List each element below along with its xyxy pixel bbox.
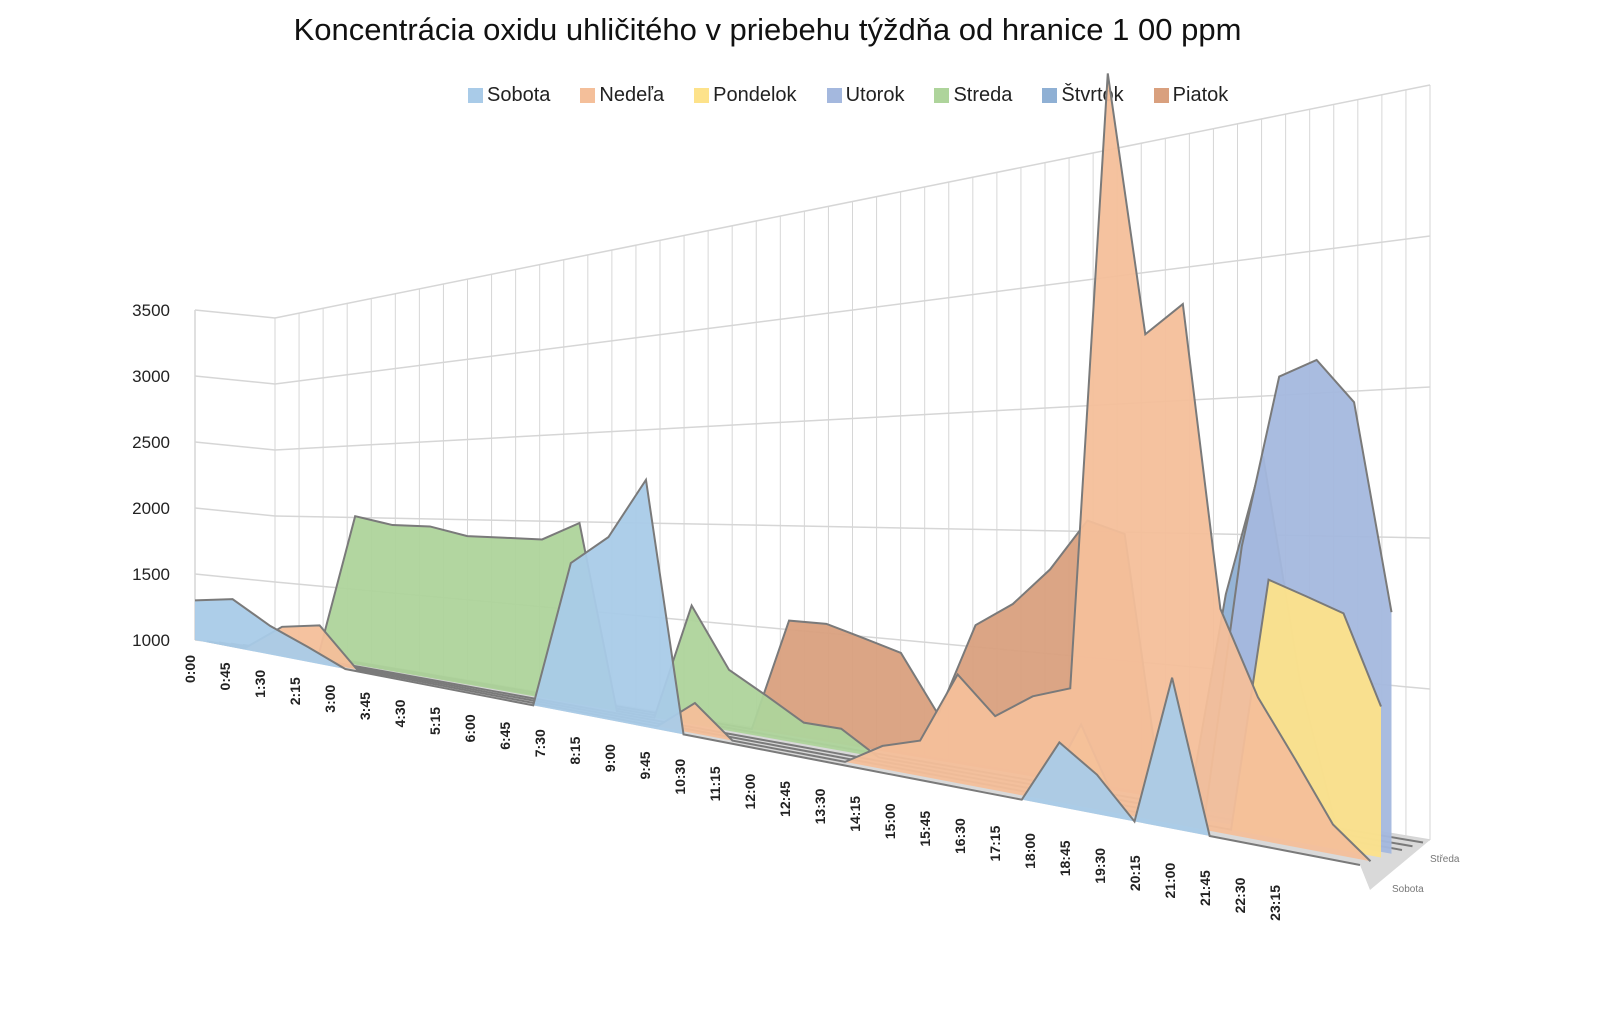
x-tick-label: 9:00	[602, 744, 618, 772]
legend-label: Sobota	[487, 84, 551, 106]
legend-swatch	[468, 88, 483, 103]
legend-label: Utorok	[845, 84, 905, 106]
area-edge-sobota	[194, 477, 1361, 866]
x-tick-label: 12:45	[777, 781, 793, 817]
y-tick-label: 3500	[132, 301, 170, 320]
x-tick-label: 3:00	[322, 684, 338, 712]
x-tick-label: 10:30	[672, 759, 688, 795]
y-tick-label: 2500	[132, 433, 170, 452]
x-tick-label: 11:15	[707, 766, 723, 801]
x-tick-label: 0:00	[182, 655, 198, 683]
area-edge-nedeľa	[206, 73, 1372, 862]
side-gridline	[194, 441, 276, 451]
legend-item: Sobota	[468, 84, 550, 107]
x-tick-label: 20:15	[1127, 855, 1143, 891]
legend-label: Nedeľa	[599, 84, 665, 106]
depth-axis-label: Sobota	[1392, 884, 1424, 895]
x-tick-label: 16:30	[952, 818, 968, 854]
x-tick-label: 23:15	[1267, 885, 1283, 921]
legend-label: Piatok	[1172, 84, 1229, 106]
legend-item: Streda	[934, 84, 1012, 107]
x-tick-label: 14:15	[847, 796, 863, 832]
x-tick-label: 18:45	[1057, 840, 1073, 876]
y-tick-label: 1500	[132, 565, 170, 584]
legend-item: Utorok	[826, 84, 905, 107]
legend-swatch	[934, 88, 950, 103]
x-tick-label: 18:00	[1022, 833, 1038, 869]
x-tick-label: 19:30	[1092, 848, 1108, 884]
x-tick-label: 5:15	[427, 707, 443, 735]
legend-swatch	[694, 88, 710, 103]
y-tick-label: 2000	[132, 499, 170, 518]
x-tick-label: 6:45	[497, 722, 513, 750]
legend-swatch	[826, 88, 842, 103]
x-tick-label: 8:15	[567, 736, 583, 764]
x-tick-label: 3:45	[357, 692, 373, 720]
area-nedeľa	[207, 73, 1371, 862]
side-gridline	[194, 309, 276, 319]
x-tick-label: 21:00	[1162, 863, 1178, 899]
x-tick-label: 7:30	[532, 729, 548, 757]
x-tick-label: 21:45	[1197, 870, 1213, 906]
legend-item: Nedeľa	[580, 84, 664, 107]
x-tick-label: 15:00	[882, 803, 898, 839]
legend-swatch	[580, 88, 596, 103]
legend-swatch	[1153, 88, 1169, 103]
x-tick-label: 15:45	[917, 811, 933, 847]
y-tick-label: 1000	[132, 631, 170, 650]
area-sobota	[195, 479, 1360, 865]
x-tick-label: 1:30	[252, 670, 268, 698]
x-tick-label: 22:30	[1232, 877, 1248, 913]
legend-item: Piatok	[1153, 84, 1229, 107]
x-tick-label: 4:30	[392, 699, 408, 727]
x-tick-label: 12:00	[742, 774, 758, 810]
side-gridline	[194, 375, 276, 385]
area-streda	[243, 516, 1402, 850]
depth-axis-label: Středa	[1430, 854, 1460, 865]
legend-label: Pondelok	[713, 84, 797, 106]
x-tick-label: 17:15	[987, 825, 1003, 861]
chart-title: Koncentrácia oxidu uhličitého v priebehu…	[293, 12, 1242, 47]
x-tick-label: 0:45	[217, 662, 233, 690]
side-gridline	[194, 573, 276, 583]
side-gridline	[194, 507, 276, 517]
y-tick-label: 3000	[132, 367, 170, 386]
legend-item: Pondelok	[694, 84, 797, 107]
x-tick-label: 6:00	[462, 714, 478, 742]
legend-label: Streda	[953, 84, 1013, 106]
x-tick-label: 9:45	[637, 751, 653, 779]
legend-swatch	[1042, 88, 1058, 103]
x-tick-label: 13:30	[812, 788, 828, 824]
x-tick-label: 2:15	[287, 677, 303, 705]
